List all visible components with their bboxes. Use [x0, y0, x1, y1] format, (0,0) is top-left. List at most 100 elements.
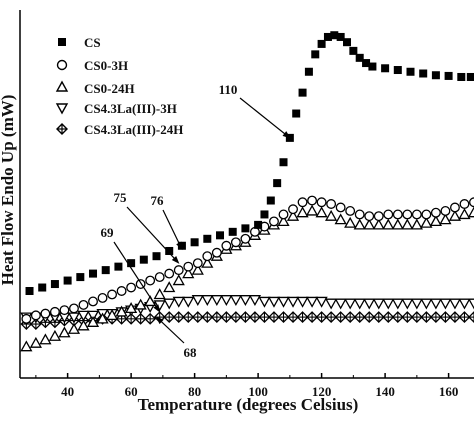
point-s1-33 — [335, 202, 346, 213]
point-s2-44 — [439, 213, 452, 225]
x-axis-title: Temperature (degrees Celsius) — [138, 395, 359, 414]
point-s0-3 — [63, 276, 72, 285]
annotation-75: 75 — [114, 190, 128, 205]
point-s2-14 — [153, 288, 166, 300]
point-s0-11 — [165, 246, 174, 255]
point-s0-2 — [50, 280, 59, 289]
point-s0-30 — [330, 31, 339, 40]
point-s2-3 — [48, 329, 62, 341]
point-s3-16 — [172, 296, 185, 308]
point-s2-4 — [58, 326, 71, 338]
point-s0-36 — [368, 62, 377, 71]
point-s2-27 — [277, 215, 290, 227]
point-s3-43 — [429, 298, 443, 310]
point-s2-36 — [363, 218, 376, 230]
point-s4-23 — [239, 311, 252, 324]
point-s2-35 — [353, 218, 366, 230]
point-s4-13 — [144, 312, 157, 325]
annotation-110: 110 — [219, 82, 238, 97]
point-s1-43 — [430, 207, 441, 218]
point-s0-42 — [444, 71, 453, 80]
point-s3-21 — [220, 295, 233, 307]
point-s2-9 — [105, 309, 119, 321]
point-s3-20 — [210, 295, 223, 307]
point-s2-7 — [86, 315, 100, 327]
point-s2-37 — [372, 218, 385, 230]
point-s2-28 — [286, 209, 300, 221]
point-s0-0 — [25, 287, 34, 295]
point-s0-8 — [127, 259, 136, 268]
point-s2-31 — [315, 206, 328, 218]
point-s0-15 — [216, 231, 225, 240]
point-s3-25 — [258, 296, 271, 308]
point-s4-39 — [391, 311, 404, 324]
point-s1-39 — [392, 209, 403, 220]
point-s1-35 — [354, 209, 365, 220]
legend-label-cs: CS — [84, 35, 101, 50]
point-s4-24 — [249, 311, 261, 324]
legend-marker-open-triangle-up — [55, 80, 69, 92]
legend-marker-open-circle — [56, 59, 68, 71]
point-s3-26 — [267, 296, 281, 308]
point-s2-12 — [134, 298, 147, 310]
point-s0-9 — [139, 255, 148, 264]
point-s4-28 — [287, 311, 299, 324]
point-s4-17 — [182, 311, 195, 324]
point-s2-43 — [429, 215, 443, 227]
point-s3-28 — [286, 296, 300, 308]
point-s2-17 — [182, 267, 195, 279]
annotation-arrowhead-68 — [155, 316, 164, 325]
point-s4-47 — [468, 311, 474, 324]
point-s1-47 — [469, 197, 474, 208]
point-s1-20 — [211, 247, 222, 258]
point-s1-0 — [21, 313, 32, 324]
point-s3-30 — [305, 296, 319, 308]
point-s0-32 — [343, 38, 352, 47]
point-s3-15 — [163, 298, 176, 310]
x-axis-ticks: 40 60 80 100 120 140 160 — [35, 373, 458, 399]
point-s1-15 — [164, 268, 175, 279]
point-s1-19 — [202, 251, 213, 262]
x-tick-label-40: 40 — [61, 384, 74, 399]
point-s1-11 — [126, 282, 137, 293]
point-s1-42 — [421, 209, 432, 220]
point-s0-7 — [114, 262, 123, 271]
point-s3-6 — [77, 310, 90, 322]
point-s0-14 — [203, 234, 212, 243]
point-s3-17 — [182, 296, 195, 308]
point-s0-24 — [292, 109, 301, 118]
point-s3-42 — [420, 298, 433, 310]
point-s0-29 — [323, 32, 332, 41]
point-s0-6 — [101, 266, 110, 275]
point-s2-41 — [410, 218, 423, 230]
point-s1-3 — [49, 306, 60, 317]
point-s1-2 — [40, 308, 51, 319]
point-s0-31 — [336, 32, 345, 41]
point-s1-6 — [78, 299, 89, 310]
point-s2-5 — [67, 322, 81, 334]
point-s4-19 — [201, 311, 214, 324]
point-s1-46 — [459, 199, 470, 209]
annotation-arrowhead-75 — [171, 255, 180, 264]
point-s1-29 — [297, 197, 308, 208]
x-tick-label-140: 140 — [375, 384, 395, 399]
point-s0-4 — [76, 273, 85, 282]
legend-item-cs4-3la-3h: CS4.3La(III)-3H — [55, 101, 177, 116]
point-s4-38 — [382, 311, 395, 324]
point-s2-10 — [115, 305, 128, 317]
point-s3-35 — [353, 298, 366, 310]
point-s0-43 — [457, 72, 466, 81]
point-s3-44 — [439, 298, 452, 310]
point-s2-16 — [172, 274, 185, 286]
point-s4-32 — [325, 311, 338, 324]
point-s0-38 — [393, 66, 402, 75]
point-s0-28 — [317, 39, 326, 48]
point-s1-27 — [278, 209, 289, 220]
annotation-76: 76 — [151, 193, 165, 208]
y-axis-title: Heat Flow Endo Up (mW) — [0, 95, 17, 286]
point-s1-4 — [59, 305, 70, 316]
legend-label-cs4-3la-24h: CS4.3La(III)-24H — [84, 122, 183, 137]
point-s4-25 — [258, 311, 271, 324]
point-s1-40 — [402, 209, 413, 220]
point-s3-47 — [467, 298, 474, 310]
